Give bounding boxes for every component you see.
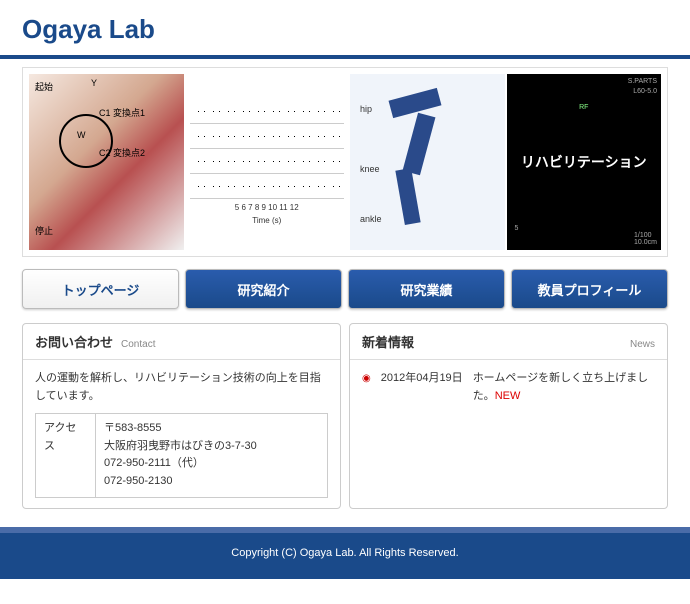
nav-publications[interactable]: 研究業績 (348, 269, 505, 309)
nav-top-page[interactable]: トップページ (22, 269, 179, 309)
nav-research[interactable]: 研究紹介 (185, 269, 342, 309)
news-panel: 新着情報 News ◉ 2012年04月19日 ホームページを新しく立ち上げまし… (349, 323, 668, 509)
access-label: アクセス (36, 414, 96, 497)
copyright: Copyright (C) Ogaya Lab. All Rights Rese… (231, 547, 458, 559)
contact-panel: お問い合わせ Contact 人の運動を解析し、リハビリテーション技術の向上を目… (22, 323, 341, 509)
news-item: ◉ 2012年04月19日 ホームページを新しく立ち上げました。NEW (362, 370, 655, 405)
ultrasound-caption: リハビリテーション (521, 152, 647, 172)
new-badge: NEW (495, 390, 521, 402)
main-nav: トップページ 研究紹介 研究業績 教員プロフィール (22, 269, 668, 309)
news-title: 新着情報 (362, 332, 414, 351)
news-text: ホームページを新しく立ち上げました。NEW (473, 370, 655, 405)
banner-panel-ultrasound: S.PARTS L60-5.0 RF リハビリテーション 5 1/100 10.… (507, 74, 662, 250)
header: Ogaya Lab (0, 0, 690, 55)
banner-panel-waveform: 5 6 7 8 9 10 11 12 Time (s) (186, 74, 349, 250)
contact-title-en: Contact (121, 339, 155, 350)
site-title: Ogaya Lab (22, 14, 668, 45)
contact-description: 人の運動を解析し、リハビリテーション技術の向上を目指しています。 (35, 370, 328, 405)
access-details: 〒583-8555 大阪府羽曳野市はびきの3-7-30 072-950-2111… (96, 414, 328, 497)
banner: 起始 Y C1 変換点1 W C2 変換点2 停止 5 6 7 8 9 10 1… (22, 67, 668, 257)
header-divider (0, 55, 690, 59)
access-table: アクセス 〒583-8555 大阪府羽曳野市はびきの3-7-30 072-950… (35, 413, 328, 497)
news-title-en: News (630, 339, 655, 350)
bullet-icon: ◉ (362, 371, 371, 387)
news-date: 2012年04月19日 (381, 370, 463, 388)
contact-title: お問い合わせ (35, 332, 113, 351)
footer: Copyright (C) Ogaya Lab. All Rights Rese… (0, 527, 690, 579)
banner-panel-anatomy: 起始 Y C1 変換点1 W C2 変換点2 停止 (29, 74, 184, 250)
nav-faculty-profile[interactable]: 教員プロフィール (511, 269, 668, 309)
banner-panel-kinematics: hip knee ankle (350, 74, 505, 250)
